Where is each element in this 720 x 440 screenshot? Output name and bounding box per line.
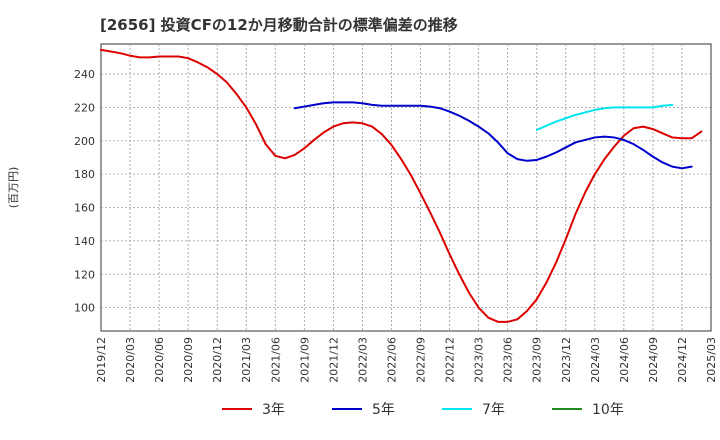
legend-label-4: 10年: [592, 402, 624, 418]
x-tick-label: 2022/06: [385, 337, 398, 383]
x-tick-label: 2023/09: [531, 337, 544, 383]
x-tick-label: 2021/03: [240, 337, 253, 383]
chart-title: [2656] 投資CFの12か月移動合計の標準偏差の推移: [100, 16, 458, 34]
y-tick-label: 160: [74, 202, 95, 215]
y-tick-label: 120: [74, 268, 95, 281]
grid-layer: [100, 43, 712, 332]
x-tick-label: 2020/06: [153, 337, 166, 383]
series-line-1: [100, 48, 703, 323]
x-tick-label: 2025/03: [705, 337, 718, 383]
x-tick-label: 2021/06: [269, 337, 282, 383]
x-tick-label: 2020/03: [124, 337, 137, 383]
x-tick-label: 2021/09: [298, 337, 311, 383]
x-tick-label: 2022/03: [356, 337, 369, 383]
x-tick-label: 2021/12: [327, 337, 340, 383]
y-tick-label: 240: [74, 68, 95, 81]
x-tick-label: 2024/06: [618, 337, 631, 383]
legend-layer: 3年 5年 7年 10年: [222, 402, 624, 418]
x-tick-label: 2024/03: [589, 337, 602, 383]
legend-label-3: 7年: [482, 402, 505, 418]
y-tick-label: 200: [74, 135, 95, 148]
x-tick-label: 2022/12: [444, 337, 457, 383]
x-tick-label: 2019/12: [95, 337, 108, 383]
x-tick-label: 2020/09: [182, 337, 195, 383]
y-tick-label: 140: [74, 235, 95, 248]
x-tick-label: 2024/09: [647, 337, 660, 383]
legend-label-1: 3年: [262, 402, 285, 418]
series-line-2: [293, 101, 693, 170]
axis-layer: 2019/12 2020/03 2020/06 2020/09 2020/12 2021/…: [7, 68, 718, 383]
x-tick-label: 2023/12: [560, 337, 573, 383]
x-tick-label: 2024/12: [676, 337, 689, 383]
series-layer: [100, 48, 703, 323]
x-tick-label: 2023/06: [502, 337, 515, 383]
plot-frame: [100, 43, 712, 332]
y-tick-label: 220: [74, 101, 95, 114]
y-axis-label: (百万円): [7, 167, 20, 209]
series-line-3: [535, 103, 674, 131]
x-tick-label: 2020/12: [211, 337, 224, 383]
x-tick-label: 2022/09: [415, 337, 428, 383]
y-tick-label: 100: [74, 302, 95, 315]
x-tick-label: 2023/03: [473, 337, 486, 383]
legend-label-2: 5年: [372, 402, 395, 418]
y-tick-label: 180: [74, 168, 95, 181]
